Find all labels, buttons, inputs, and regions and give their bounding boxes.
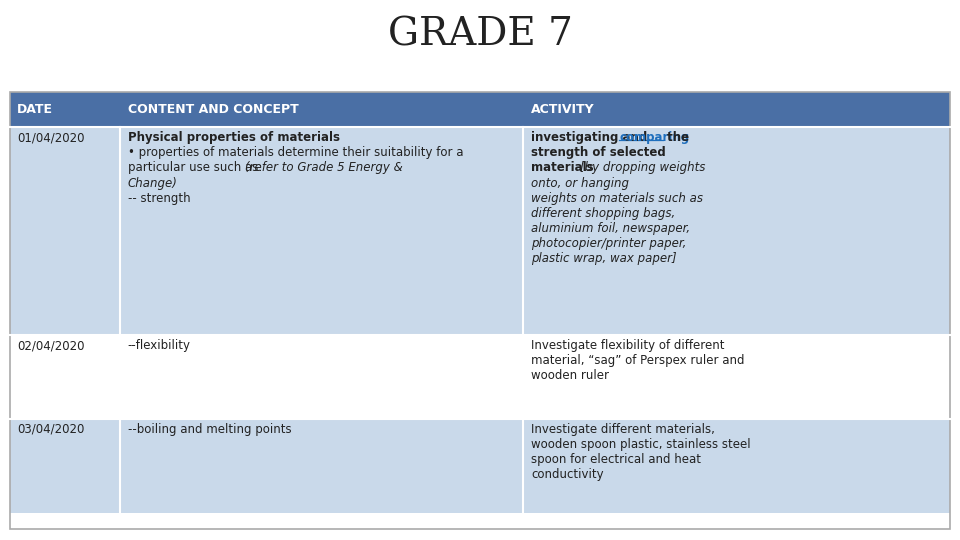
Text: DATE: DATE (17, 103, 54, 116)
FancyBboxPatch shape (10, 127, 950, 335)
Text: the: the (663, 131, 689, 144)
Text: materials: materials (531, 161, 598, 174)
Text: CONTENT AND CONCEPT: CONTENT AND CONCEPT (128, 103, 299, 116)
Text: 03/04/2020: 03/04/2020 (17, 423, 84, 436)
Text: • properties of materials determine their suitability for a: • properties of materials determine thei… (128, 146, 463, 159)
Text: 02/04/2020: 02/04/2020 (17, 339, 84, 352)
FancyBboxPatch shape (10, 418, 950, 513)
Text: aluminium foil, newspaper,: aluminium foil, newspaper, (531, 222, 690, 235)
Text: strength of selected: strength of selected (531, 146, 665, 159)
Text: photocopier/printer paper,: photocopier/printer paper, (531, 237, 686, 250)
Text: onto, or hanging: onto, or hanging (531, 177, 629, 190)
Text: Change): Change) (128, 177, 178, 190)
Text: 01/04/2020: 01/04/2020 (17, 131, 84, 144)
FancyBboxPatch shape (10, 92, 950, 127)
Text: -- strength: -- strength (128, 192, 190, 205)
FancyBboxPatch shape (10, 335, 950, 418)
Text: weights on materials such as: weights on materials such as (531, 192, 703, 205)
Text: --flexibility: --flexibility (128, 339, 191, 352)
Text: particular use such as:: particular use such as: (128, 161, 266, 174)
Text: comparing: comparing (619, 131, 689, 144)
Text: ACTIVITY: ACTIVITY (531, 103, 594, 116)
Text: --boiling and melting points: --boiling and melting points (128, 423, 291, 436)
Text: Physical properties of materials: Physical properties of materials (128, 131, 340, 144)
Text: different shopping bags,: different shopping bags, (531, 207, 675, 220)
Text: Investigate flexibility of different
material, “sag” of Perspex ruler and
wooden: Investigate flexibility of different mat… (531, 339, 744, 382)
Text: investigating and: investigating and (531, 131, 651, 144)
Text: (refer to Grade 5 Energy &: (refer to Grade 5 Energy & (245, 161, 403, 174)
Text: GRADE 7: GRADE 7 (388, 17, 572, 53)
Text: plastic wrap, wax paper]: plastic wrap, wax paper] (531, 252, 677, 265)
Text: [by dropping weights: [by dropping weights (580, 161, 706, 174)
Text: Investigate different materials,
wooden spoon plastic, stainless steel
spoon for: Investigate different materials, wooden … (531, 423, 751, 481)
